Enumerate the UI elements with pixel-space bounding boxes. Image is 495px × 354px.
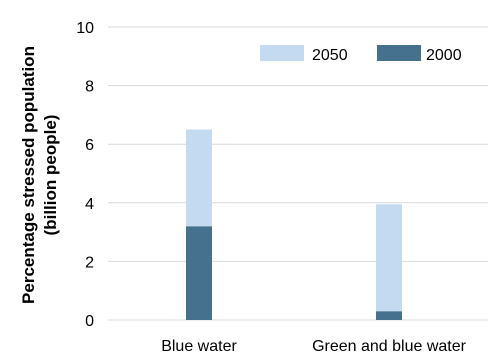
y-tick-label: 0 <box>85 313 94 330</box>
legend: 2050 2000 <box>251 37 479 71</box>
bar-2000-0 <box>186 226 212 320</box>
x-axis-category-labels: Blue water Green and blue water <box>161 338 466 354</box>
y-tick-label: 8 <box>85 79 94 96</box>
y-tick-label: 2 <box>85 254 94 271</box>
legend-label-2000: 2000 <box>426 47 462 64</box>
gridlines <box>108 26 488 321</box>
bar-2050-1 <box>376 204 402 312</box>
y-tick-label: 4 <box>85 196 94 213</box>
y-axis-tick-labels: 0 2 4 6 8 10 <box>76 20 94 330</box>
y-axis-label: Percentage stressed population (billion … <box>19 46 60 304</box>
bar-2000-1 <box>376 311 402 320</box>
legend-swatch-2050 <box>260 45 304 61</box>
bar-2050-0 <box>186 129 212 227</box>
bars <box>186 129 402 320</box>
category-label: Green and blue water <box>312 338 467 354</box>
y-tick-label: 6 <box>85 137 94 154</box>
y-axis-label-line-1: Percentage stressed population <box>19 46 38 304</box>
y-axis-label-line-2: (billion people) <box>41 115 60 236</box>
legend-label-2050: 2050 <box>312 47 348 64</box>
legend-swatch-2000 <box>377 45 421 61</box>
y-tick-label: 10 <box>76 20 94 37</box>
category-label: Blue water <box>161 338 237 354</box>
